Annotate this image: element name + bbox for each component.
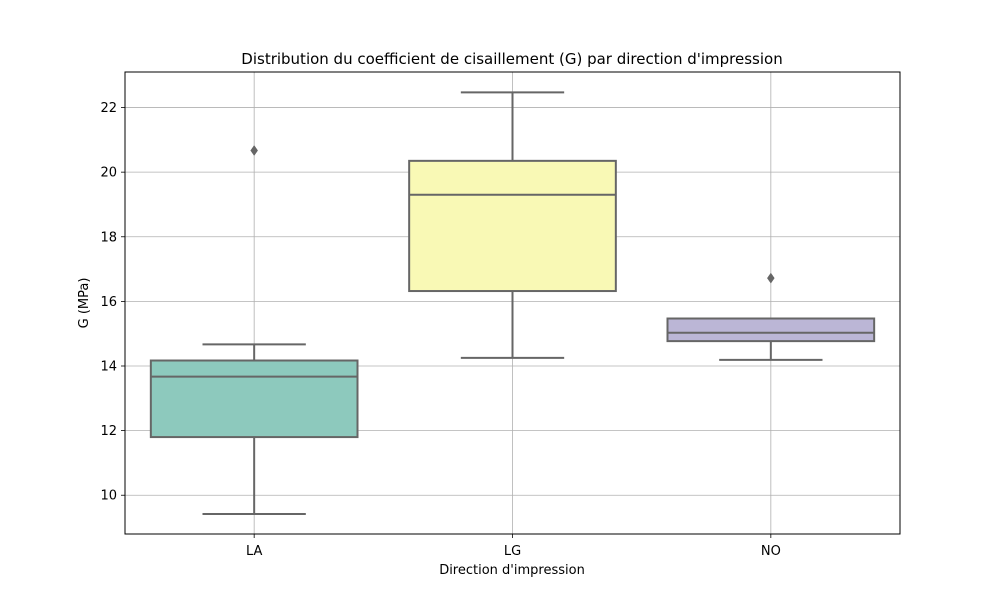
x-tick-label: NO <box>761 544 781 559</box>
y-tick-label: 16 <box>100 295 117 310</box>
y-axis-label: G (MPa) <box>77 278 92 329</box>
outlier-point <box>250 145 258 156</box>
chart-title: Distribution du coefficient de cisaillem… <box>241 50 782 68</box>
y-tick-label: 12 <box>100 424 117 439</box>
y-tick-label: 10 <box>100 489 117 504</box>
outlier-point <box>767 272 775 284</box>
boxes-group <box>149 91 876 515</box>
axis-ticks: 10 12 14 16 18 20 22 LA LG NO <box>100 101 780 559</box>
y-tick-label: 20 <box>100 166 117 181</box>
x-axis-label: Direction d'impression <box>439 563 585 578</box>
box-LG <box>408 91 617 359</box>
x-tick-label: LA <box>246 544 263 559</box>
box-LA <box>149 145 359 515</box>
y-tick-label: 18 <box>100 230 117 245</box>
y-tick-label: 14 <box>100 360 117 375</box>
x-tick-label: LG <box>504 544 521 559</box>
y-tick-label: 22 <box>100 101 117 116</box>
iqr-box <box>666 317 876 343</box>
iqr-box <box>149 359 359 439</box>
iqr-box <box>408 159 617 293</box>
box-NO <box>666 272 876 361</box>
